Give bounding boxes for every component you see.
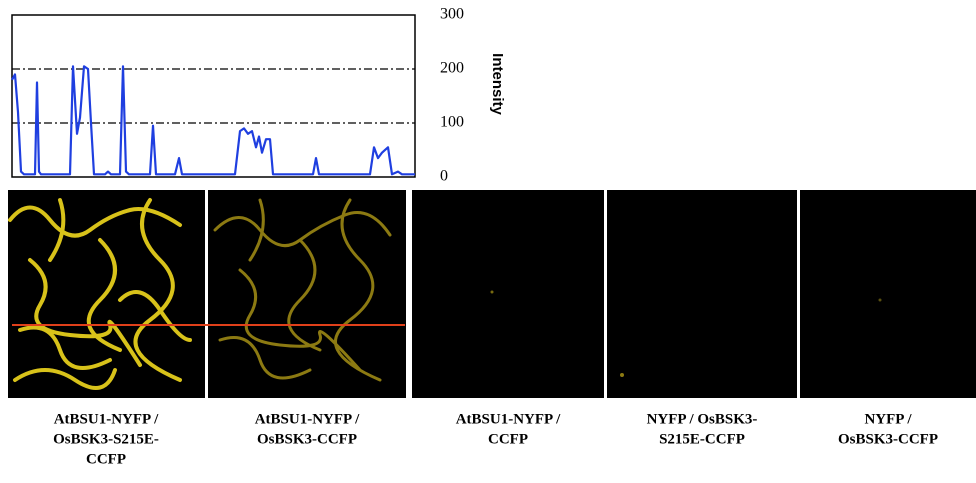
panel-label: CCFP (86, 451, 126, 467)
y-axis-label: Intensity (489, 53, 506, 115)
panel-label: OsBSK3-CCFP (257, 431, 357, 447)
y-tick-label: 300 (440, 6, 464, 23)
panel-label: AtBSU1-NYFP / (255, 411, 360, 427)
panel-label: OsBSK3-S215E- (53, 431, 159, 447)
panel-label: CCFP (488, 431, 528, 447)
y-tick-label: 200 (440, 60, 464, 77)
speck (490, 290, 494, 294)
micrographs (8, 190, 976, 398)
image-panel (607, 190, 797, 398)
plot-frame (11, 14, 416, 178)
y-tick-label: 0 (440, 168, 448, 185)
speck (878, 298, 882, 302)
panel-label: S215E-CCFP (659, 431, 745, 447)
image-panel (412, 190, 604, 398)
cell-outlines (213, 198, 392, 382)
cell-outlines (8, 198, 192, 390)
image-panel (800, 190, 976, 398)
panel-label: NYFP / (864, 411, 912, 427)
panel-label: AtBSU1-NYFP / (54, 411, 159, 427)
panel-label: AtBSU1-NYFP / (456, 411, 561, 427)
panel-label: OsBSK3-CCFP (838, 431, 938, 447)
data-line (11, 65, 415, 176)
y-tick-label: 100 (440, 114, 464, 131)
panel-label: NYFP / OsBSK3- (647, 411, 758, 427)
speck (620, 373, 624, 377)
